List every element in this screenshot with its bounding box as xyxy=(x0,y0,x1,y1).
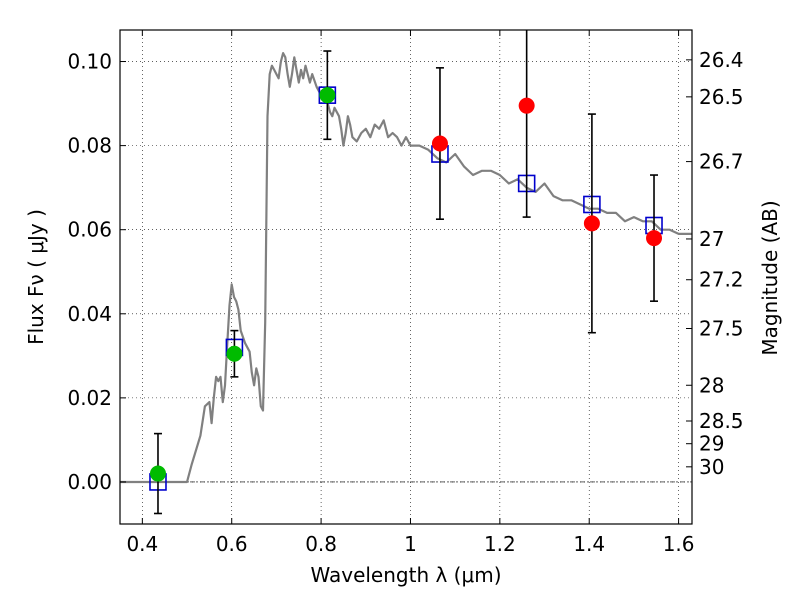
x-tick-label: 1.4 xyxy=(573,532,605,556)
x-tick-label: 0.6 xyxy=(216,532,248,556)
y2-tick-label: 27 xyxy=(699,227,724,251)
y-axis-label: Flux Fν ( μJy ) xyxy=(24,209,48,345)
observed-point xyxy=(518,97,535,114)
y2-tick-label: 26.4 xyxy=(699,48,744,72)
model-sed-layer xyxy=(120,51,692,484)
y2-tick-label: 26.5 xyxy=(699,85,744,109)
observed-point xyxy=(319,87,336,104)
x-tick-label: 1.6 xyxy=(663,532,695,556)
observed-points-layer xyxy=(149,30,663,515)
x-tick-label: 0.4 xyxy=(126,532,158,556)
model-sed-line xyxy=(120,51,692,484)
y-tick-label: 0.06 xyxy=(67,218,112,242)
y2-tick-label: 29 xyxy=(699,432,724,456)
y-tick-label: 0.10 xyxy=(67,50,112,74)
x-tick-label: 1.2 xyxy=(484,532,516,556)
y2-tick-label: 27.2 xyxy=(699,268,744,292)
x-tick-label: 0.8 xyxy=(305,532,337,556)
y2-tick-label: 27.5 xyxy=(699,317,744,341)
observed-point xyxy=(646,230,663,247)
observed-point xyxy=(431,135,448,152)
y-tick-label: 0.00 xyxy=(67,470,112,494)
y2-axis-label: Magnitude (AB) xyxy=(758,200,782,355)
y2-tick-label: 26.7 xyxy=(699,150,744,174)
x-tick-label: 1 xyxy=(404,532,417,556)
y2-tick-label: 30 xyxy=(699,455,724,479)
y-tick-label: 0.08 xyxy=(67,134,112,158)
plot-frame xyxy=(119,29,693,525)
axis-ticks: 0.4 0.6 0.8 1 1.2 1.4 1.6 0.00 0.02 0.04 0.06 0.08 0… xyxy=(67,30,744,556)
x-axis-label: Wavelength λ (μm) xyxy=(310,563,501,587)
observed-point xyxy=(149,465,166,482)
y2-tick-label: 28.5 xyxy=(699,409,744,433)
y2-tick-label: 28 xyxy=(699,373,724,397)
y-tick-label: 0.04 xyxy=(67,302,112,326)
y-tick-label: 0.02 xyxy=(67,386,112,410)
observed-point xyxy=(583,215,600,232)
observed-point xyxy=(226,345,243,362)
